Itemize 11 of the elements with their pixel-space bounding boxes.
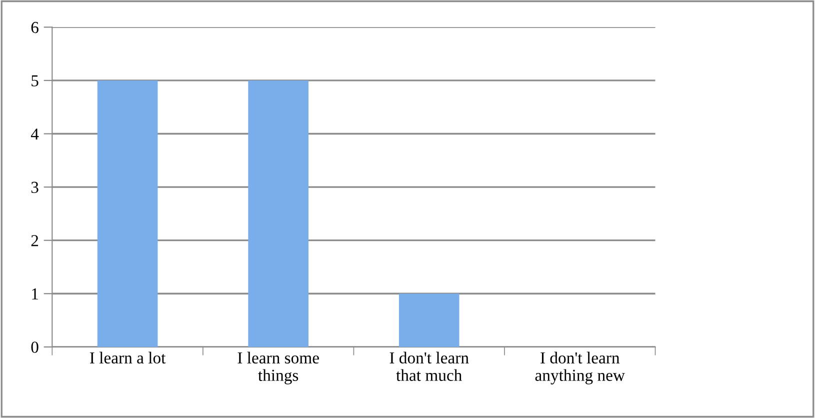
y-tick-label: 3 — [31, 182, 38, 193]
y-tick-label: 0 — [31, 342, 38, 353]
x-tick-label: I don't learn anything new — [535, 352, 625, 384]
x-tick-label: I learn some things — [238, 352, 319, 384]
x-tick-label: I learn a lot — [90, 352, 166, 364]
y-tick-label: 4 — [30, 128, 39, 140]
y-tick-label: 6 — [31, 22, 38, 34]
x-tick-label: I don't learn that much — [390, 352, 469, 381]
y-tick-label: 1 — [32, 288, 38, 300]
y-tick-label: 5 — [32, 75, 38, 86]
y-tick-label: 2 — [31, 235, 38, 246]
